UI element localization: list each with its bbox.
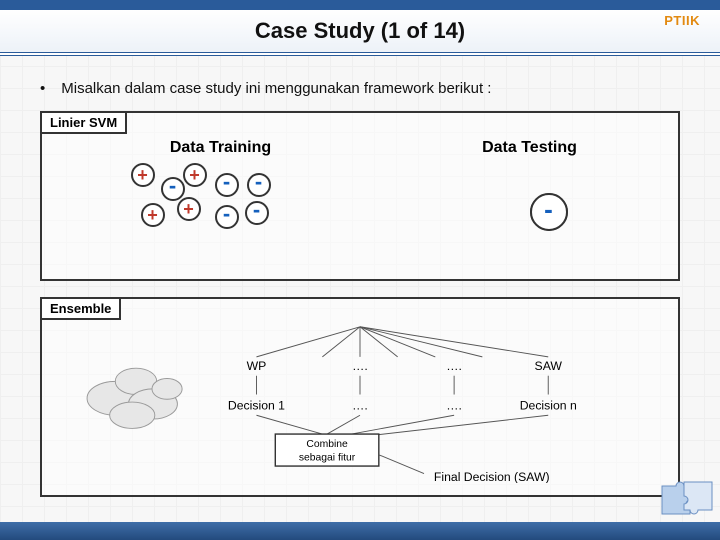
minus-icon: - <box>247 173 271 197</box>
row2-dots-2: …. <box>446 399 462 413</box>
minus-icon: - <box>245 201 269 225</box>
row2-decisionn: Decision n <box>520 399 577 413</box>
bottom-accent-bar <box>0 522 720 540</box>
minus-icon: - <box>215 205 239 229</box>
training-symbols-grid: +-+--++-- <box>131 163 311 253</box>
plus-icon: + <box>131 163 155 187</box>
testing-minus-icon: - <box>530 193 568 231</box>
content-area: • Misalkan dalam case study ini mengguna… <box>0 56 720 540</box>
row1-wp: WP <box>247 359 267 373</box>
final-arrow <box>379 455 424 474</box>
svm-box: Linier SVM Data Training +-+--++-- Data … <box>40 111 680 281</box>
ensemble-label: Ensemble <box>40 297 121 320</box>
slide-title: Case Study (1 of 14) <box>255 18 465 44</box>
bullet-text: Misalkan dalam case study ini menggunaka… <box>61 80 491 97</box>
minus-icon: - <box>161 177 185 201</box>
testing-title: Data Testing <box>482 139 577 157</box>
combine-text-2: sebagai fitur <box>299 452 356 463</box>
vertical-connectors <box>256 376 548 395</box>
row2-decision1: Decision 1 <box>228 399 285 413</box>
row2-dots-1: …. <box>352 399 368 413</box>
top-accent-bar <box>0 0 720 10</box>
puzzle-icon <box>658 472 718 520</box>
plus-icon: + <box>177 197 201 221</box>
slide: Case Study (1 of 14) PTIIK • Misalkan da… <box>0 0 720 540</box>
fan-lines-top <box>256 327 548 357</box>
plus-icon: + <box>141 203 165 227</box>
row1-dots-1: …. <box>352 359 368 373</box>
svm-label: Linier SVM <box>40 111 127 134</box>
bullet-row: • Misalkan dalam case study ini mengguna… <box>40 80 680 97</box>
title-bar: Case Study (1 of 14) PTIIK <box>0 10 720 56</box>
bullet-marker: • <box>40 80 45 97</box>
row1-dots-2: …. <box>446 359 462 373</box>
training-column: Data Training +-+--++-- <box>86 139 355 271</box>
testing-column: Data Testing + - <box>395 139 664 271</box>
minus-icon: - <box>215 173 239 197</box>
final-text: Final Decision (SAW) <box>434 470 550 483</box>
plus-icon: + <box>183 163 207 187</box>
cloud-icon <box>87 368 182 428</box>
combine-text-1: Combine <box>306 439 348 450</box>
svm-columns: Data Training +-+--++-- Data Testing + - <box>56 123 664 271</box>
row1-saw: SAW <box>535 359 563 373</box>
logo-text: PTIIK <box>664 13 700 28</box>
ensemble-diagram: WP …. …. SAW Decision 1 …. …. Decision n <box>56 323 664 483</box>
ensemble-box: Ensemble <box>40 297 680 497</box>
training-title: Data Training <box>170 139 271 157</box>
